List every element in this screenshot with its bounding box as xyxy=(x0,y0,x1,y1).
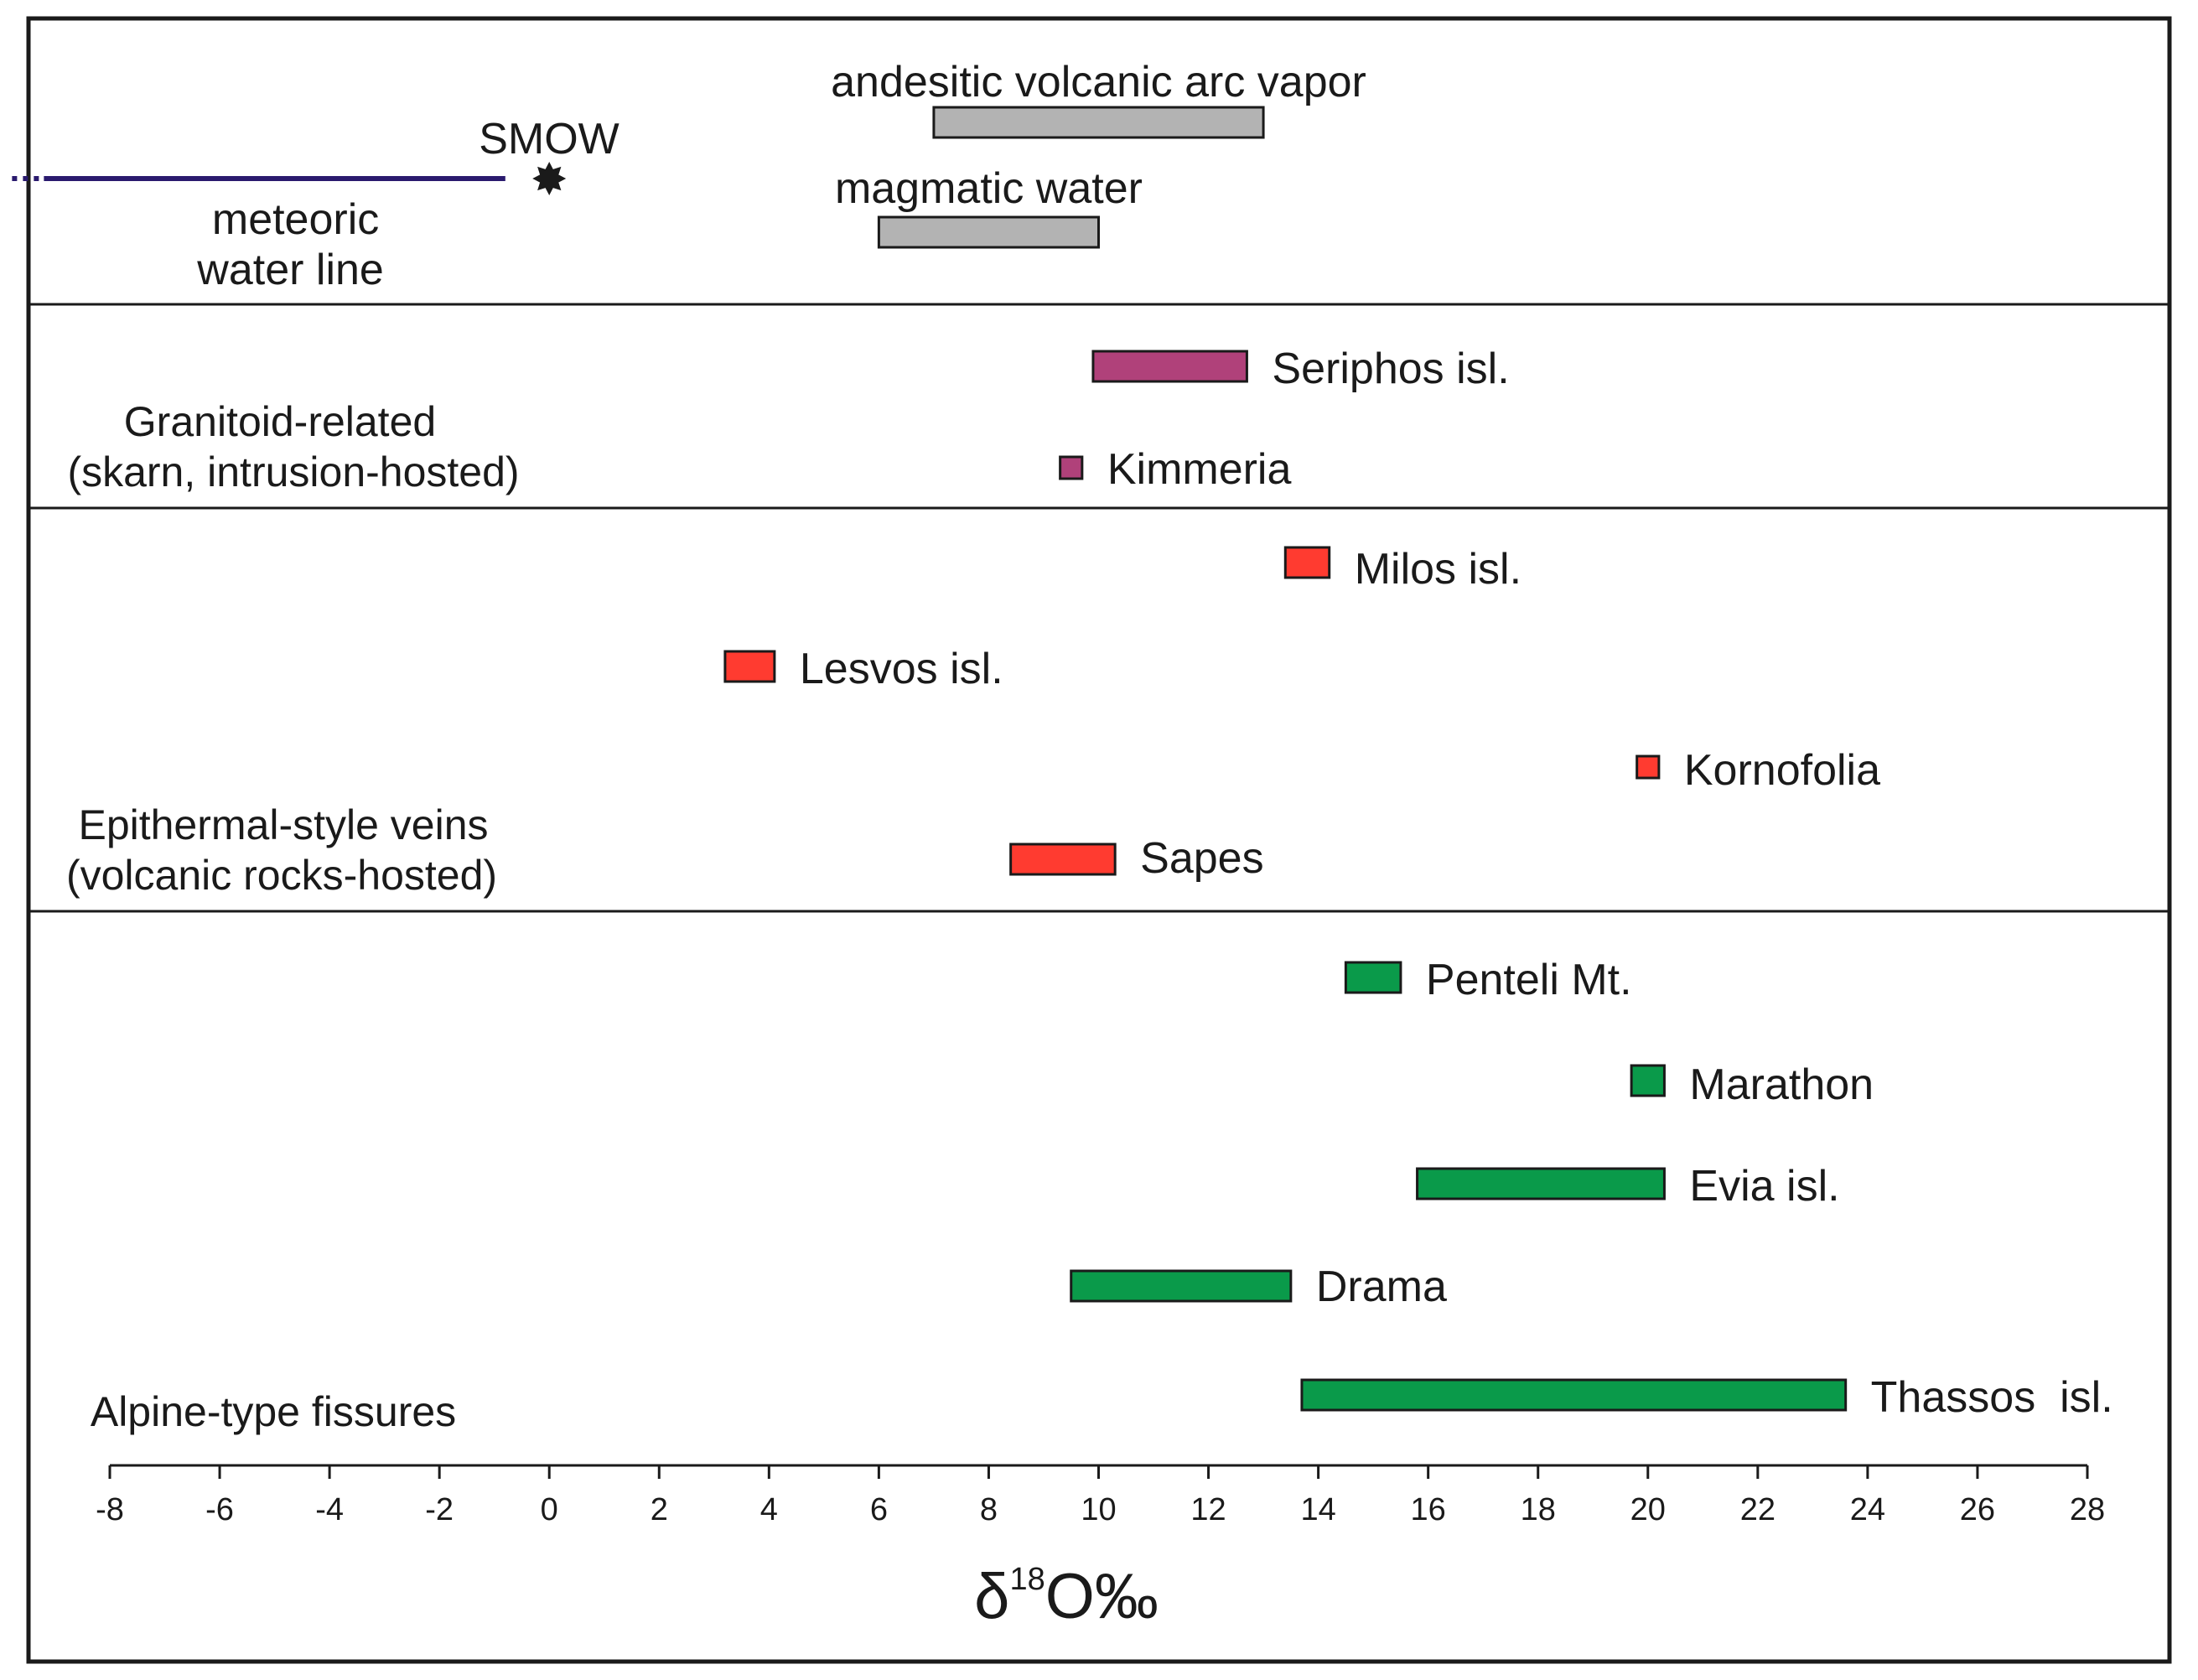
bar-penteli xyxy=(1344,961,1402,994)
group-label-granitoid: (skarn, intrusion-hosted) xyxy=(67,449,519,495)
x-tick-label: 26 xyxy=(1960,1492,1995,1527)
x-tick-label: 16 xyxy=(1411,1492,1446,1527)
bar-label-marathon: Marathon xyxy=(1689,1060,1874,1109)
bar-kimmeria xyxy=(1059,455,1084,480)
bar-label-evia: Evia isl. xyxy=(1689,1162,1839,1211)
magmatic-water-label: magmatic water xyxy=(835,164,1143,213)
bar-lesvos xyxy=(723,650,776,683)
andesitic-vapor-bar xyxy=(932,106,1265,139)
x-tick-label: 18 xyxy=(1521,1492,1556,1527)
bar-milos xyxy=(1283,546,1331,579)
group-label-epithermal: (volcanic rocks-hosted) xyxy=(66,852,497,899)
x-tick-label: 0 xyxy=(541,1492,558,1527)
x-tick-label: -6 xyxy=(205,1492,234,1527)
bar-label-kimmeria: Kimmeria xyxy=(1107,445,1292,494)
x-tick-label: -4 xyxy=(315,1492,344,1527)
x-tick-label: 6 xyxy=(870,1492,888,1527)
x-tick-label: 28 xyxy=(2070,1492,2105,1527)
chart-frame xyxy=(26,16,2172,1664)
group-label-alpine: Alpine-type fissures xyxy=(91,1388,456,1435)
x-tick-label: 2 xyxy=(651,1492,668,1527)
x-axis-title-suffix: O‰ xyxy=(1045,1561,1159,1632)
bar-sapes xyxy=(1009,843,1117,876)
bar-label-thassos: Thassos isl. xyxy=(1871,1373,2113,1422)
bar-drama xyxy=(1070,1269,1293,1303)
reference-panel: meteoric water line SMOW andesitic volca… xyxy=(12,58,1366,294)
bar-label-seriphos: Seriphos isl. xyxy=(1272,345,1509,393)
andesitic-vapor-label: andesitic volcanic arc vapor xyxy=(831,58,1366,106)
x-tick-label: 8 xyxy=(980,1492,998,1527)
x-axis-title-symbol: δ xyxy=(974,1561,1009,1632)
bar-label-milos: Milos isl. xyxy=(1355,545,1521,594)
bar-label-kornofolia: Kornofolia xyxy=(1684,746,1880,795)
meteoric-water-line-label: water line xyxy=(196,246,384,294)
x-tick-label: 4 xyxy=(760,1492,778,1527)
magmatic-water-bar xyxy=(877,215,1101,249)
x-tick-label: -2 xyxy=(425,1492,454,1527)
bar-label-drama: Drama xyxy=(1316,1263,1447,1311)
x-tick-label: 14 xyxy=(1300,1492,1335,1527)
bar-thassos xyxy=(1300,1378,1848,1412)
smow-label: SMOW xyxy=(479,115,619,163)
x-tick-label: 10 xyxy=(1081,1492,1116,1527)
bar-evia xyxy=(1416,1167,1666,1200)
x-tick-label: 12 xyxy=(1190,1492,1226,1527)
meteoric-water-line-label: meteoric xyxy=(212,195,379,244)
x-tick-label: 22 xyxy=(1740,1492,1776,1527)
x-tick-label: -8 xyxy=(96,1492,124,1527)
bar-label-lesvos: Lesvos isl. xyxy=(800,645,1003,693)
x-axis-title-superscript: 18 xyxy=(1009,1562,1045,1597)
group-label-epithermal: Epithermal-style veins xyxy=(78,801,488,848)
x-axis: -8 -6 -4 -2 0 2 4 6 8 10 12 14 16 18 20 22 24 26 28 xyxy=(96,1464,2105,1527)
x-tick-label: 24 xyxy=(1850,1492,1885,1527)
bar-label-penteli: Penteli Mt. xyxy=(1426,956,1632,1004)
group-label-granitoid: Granitoid-related xyxy=(124,398,436,445)
x-tick-label: 20 xyxy=(1630,1492,1666,1527)
bar-kornofolia xyxy=(1636,754,1661,780)
bar-label-sapes: Sapes xyxy=(1140,834,1263,883)
smow-star-icon xyxy=(532,162,567,195)
x-axis-title: δ18O‰ xyxy=(974,1561,1159,1632)
bar-marathon xyxy=(1630,1064,1666,1097)
bar-seriphos xyxy=(1091,350,1248,383)
